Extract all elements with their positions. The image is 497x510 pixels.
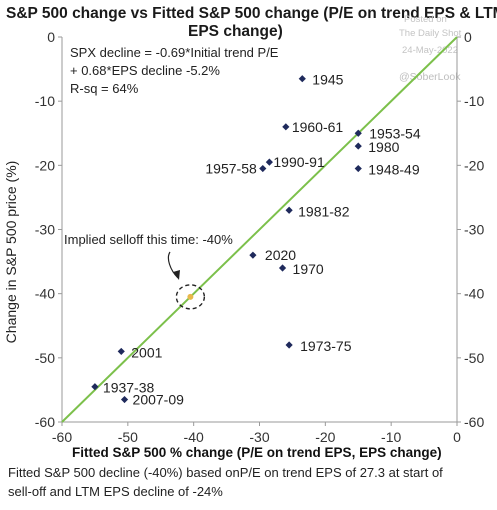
- watermark-posted-on: Posted on: [404, 14, 447, 25]
- equation-line-2: + 0.68*EPS decline -5.2%: [70, 63, 220, 78]
- chart-title-line-2: EPS change): [188, 23, 283, 40]
- fit-line: [61, 36, 458, 423]
- data-point-label: 2007-09: [133, 392, 185, 408]
- y-tick-labels-right: 0 -10 -20 -30 -40 -50 -60: [457, 29, 484, 430]
- data-point-label: 1960-61: [292, 119, 344, 135]
- data-point: [354, 164, 362, 173]
- data-point: [282, 123, 290, 131]
- y-tick-label: -20: [35, 157, 55, 173]
- data-point: [117, 347, 125, 356]
- data-point: [285, 206, 293, 214]
- x-axis-label: Fitted S&P 500 % change (P/E on trend EP…: [72, 445, 442, 460]
- data-point: [91, 383, 99, 391]
- y-tick-label-right: -30: [464, 222, 484, 238]
- data-point-label: 1953-54: [369, 125, 421, 141]
- highlight-group: [175, 284, 206, 310]
- watermark-date: 24-May-2022: [402, 45, 458, 56]
- data-point-label: 1937-38: [103, 380, 155, 396]
- highlight-point: [187, 293, 194, 300]
- x-tick-label: -10: [381, 429, 401, 445]
- x-tick-label: -60: [52, 429, 72, 445]
- y-tick-label-right: -40: [464, 286, 484, 302]
- implied-selloff-annotation: Implied selloff this time: -40%: [64, 232, 233, 247]
- y-tick-label: -30: [35, 222, 55, 238]
- data-point-label: 2020: [265, 247, 296, 263]
- data-point: [265, 158, 273, 166]
- y-tick-label-right: 0: [464, 29, 472, 45]
- watermark-source: The Daily Shot: [399, 28, 462, 39]
- data-point-label: 1973-75: [300, 338, 352, 354]
- y-tick-label-right: -60: [464, 414, 484, 430]
- data-point: [285, 341, 293, 349]
- data-point-label: 1945: [312, 72, 343, 88]
- data-point: [298, 75, 306, 83]
- watermark-handle: @SoberLook: [399, 71, 461, 83]
- y-tick-label: 0: [47, 29, 55, 45]
- equation-line-1: SPX decline = -0.69*Initial trend P/E: [70, 45, 279, 60]
- data-point: [120, 395, 129, 404]
- data-point-label: 1948-49: [368, 162, 420, 178]
- x-tick-labels: -60 -50 -40 -30 -20 -10 0: [52, 422, 461, 445]
- data-point-label: 1957-58: [205, 161, 257, 177]
- data-point-label: 1980: [368, 139, 399, 155]
- y-tick-label-right: -50: [464, 350, 484, 366]
- data-point: [278, 264, 287, 272]
- x-tick-label: -30: [249, 429, 269, 445]
- x-tick-label: -40: [184, 429, 204, 445]
- y-tick-label: -40: [35, 286, 55, 302]
- data-point: [354, 129, 362, 137]
- highlight-ring: [175, 284, 206, 310]
- y-tick-label-right: -20: [464, 157, 484, 173]
- annotation-arrowhead: [173, 270, 180, 280]
- chart-title-line-1: S&P 500 change vs Fitted S&P 500 change …: [6, 5, 497, 22]
- y-tick-label-right: -10: [464, 93, 484, 109]
- data-point: [354, 142, 362, 150]
- y-tick-labels-left: 0 -10 -20 -30 -40 -50 -60: [35, 29, 62, 430]
- y-tick-label: -60: [35, 414, 55, 430]
- y-tick-label: -50: [35, 350, 55, 366]
- x-tick-label: -20: [315, 429, 335, 445]
- data-point-label: 1990-91: [273, 154, 325, 170]
- equation-line-3: R-sq = 64%: [70, 81, 139, 96]
- data-point-label: 2001: [131, 344, 162, 360]
- y-axis-label: Change in S&P 500 price (%): [3, 161, 19, 344]
- x-tick-label: 0: [453, 429, 461, 445]
- y-tick-label: -10: [35, 93, 55, 109]
- data-point-label: 1981-82: [298, 203, 350, 219]
- data-point: [249, 251, 257, 259]
- data-point-label: 1970: [293, 261, 324, 277]
- footnote-line-2: sell-off and LTM EPS decline of -24%: [8, 484, 223, 499]
- data-point: [259, 164, 267, 173]
- footnote-line-1: Fitted S&P 500 decline (-40%) based onP/…: [8, 465, 443, 480]
- x-tick-label: -50: [118, 429, 138, 445]
